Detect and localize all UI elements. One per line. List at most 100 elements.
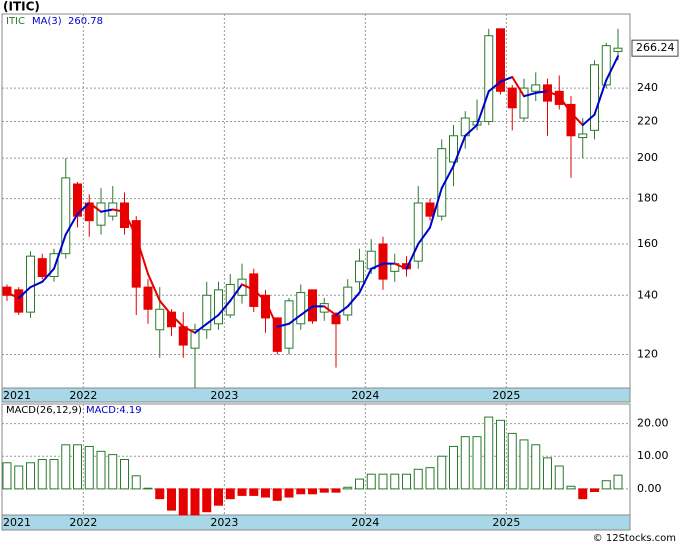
x-tick-label: 2024 xyxy=(351,389,379,402)
ma-segment xyxy=(476,90,490,127)
macd-bar xyxy=(214,488,223,506)
macd-bar xyxy=(343,486,353,490)
last-price-label: 266.24 xyxy=(636,41,675,54)
macd-last: 4.19 xyxy=(119,405,141,416)
macd-bar xyxy=(507,432,517,490)
macd-bar xyxy=(308,488,317,495)
ma-segment xyxy=(487,80,502,93)
ma-segment xyxy=(41,267,55,283)
macd-bar xyxy=(437,455,447,490)
macd-bar xyxy=(178,488,188,516)
x-tick-label: 2022 xyxy=(69,516,97,529)
candle-body xyxy=(331,314,341,325)
macd-bar xyxy=(613,474,623,490)
macd-bar xyxy=(26,462,35,490)
y-tick-label: 10.00 xyxy=(637,449,669,462)
candle-body xyxy=(14,289,24,313)
candle-body xyxy=(96,202,106,226)
x-tick-label: 2023 xyxy=(210,389,238,402)
macd-bar xyxy=(449,445,458,490)
y-tick-label: 220 xyxy=(637,115,658,128)
candle-body xyxy=(366,250,376,270)
candle-body xyxy=(37,258,47,278)
candle-body xyxy=(272,317,282,352)
macd-bar xyxy=(331,488,341,493)
macd-bar xyxy=(167,488,176,511)
ma-segment xyxy=(534,90,549,94)
macd-value: MACD:4.19 xyxy=(86,405,142,416)
macd-bar xyxy=(590,488,599,492)
ma-segment xyxy=(147,272,161,302)
ma-segment xyxy=(29,280,44,289)
ma-segment xyxy=(452,134,467,167)
ma-segment xyxy=(182,325,196,334)
ma-segment xyxy=(405,242,420,270)
macd-bar xyxy=(202,488,212,513)
ma-segment xyxy=(440,164,455,190)
ma-segment xyxy=(523,91,537,98)
macd-bar xyxy=(566,485,576,490)
candle-body xyxy=(496,28,505,92)
ma-segment xyxy=(64,212,79,236)
candle-body xyxy=(73,183,82,217)
macd-bar xyxy=(390,473,400,490)
ma-segment xyxy=(581,113,596,127)
ma-segment xyxy=(135,235,149,275)
ma-segment xyxy=(558,95,572,114)
chart-title: (ITIC) xyxy=(3,0,40,14)
macd-bar xyxy=(531,444,541,490)
legend-ma-value: 260.78 xyxy=(68,16,103,27)
macd-bar xyxy=(578,488,588,500)
macd-bar xyxy=(554,465,564,490)
ma-segment xyxy=(358,267,373,294)
ma-segment xyxy=(241,283,255,291)
legend-ma: MA(3) xyxy=(32,16,62,27)
macd-bar xyxy=(472,436,482,490)
candle-body xyxy=(449,135,458,163)
macd-prefix: MACD: xyxy=(86,405,119,416)
ma-segment xyxy=(346,291,361,308)
candle-body xyxy=(131,220,141,288)
x-tick-label: 2023 xyxy=(210,516,238,529)
ma-segment xyxy=(288,314,302,325)
candle-body xyxy=(343,286,353,316)
macd-bar xyxy=(378,473,388,490)
ma-segment xyxy=(417,226,431,245)
candle-body xyxy=(578,133,588,139)
macd-bar xyxy=(37,459,47,490)
macd-bar xyxy=(237,488,247,496)
candle-body xyxy=(601,45,611,86)
x-tick-label: 2021 xyxy=(3,516,31,529)
candle-body xyxy=(26,255,35,313)
ma-segment xyxy=(217,299,232,317)
ma-segment xyxy=(393,262,408,270)
candle-body xyxy=(355,260,364,283)
candle-body xyxy=(143,286,153,310)
candle-body xyxy=(566,103,576,137)
ma-segment xyxy=(464,124,478,137)
macd-bar xyxy=(131,475,141,490)
candle-body xyxy=(531,84,541,92)
y-tick-label: 180 xyxy=(637,192,658,205)
candle-body xyxy=(190,329,200,349)
macd-bar xyxy=(355,478,364,490)
date-band xyxy=(1,387,631,403)
macd-bar xyxy=(284,488,294,498)
candle-body xyxy=(202,294,212,331)
macd-bar xyxy=(108,454,118,490)
candle-body xyxy=(2,286,12,296)
footer: © 12Stocks.com xyxy=(593,533,676,544)
macd-bar xyxy=(484,416,494,490)
macd-bar xyxy=(519,439,529,490)
y-tick-label: 0.00 xyxy=(637,482,662,495)
candle-body xyxy=(61,177,71,255)
candle-body xyxy=(214,289,223,325)
macd-bar xyxy=(425,467,435,490)
date-band xyxy=(1,514,631,531)
ma-segment xyxy=(170,314,185,328)
candle-body xyxy=(296,292,306,325)
ma-segment xyxy=(123,210,138,238)
macd-bar xyxy=(543,457,552,490)
ma-segment xyxy=(158,299,173,317)
ma-segment xyxy=(546,90,561,98)
